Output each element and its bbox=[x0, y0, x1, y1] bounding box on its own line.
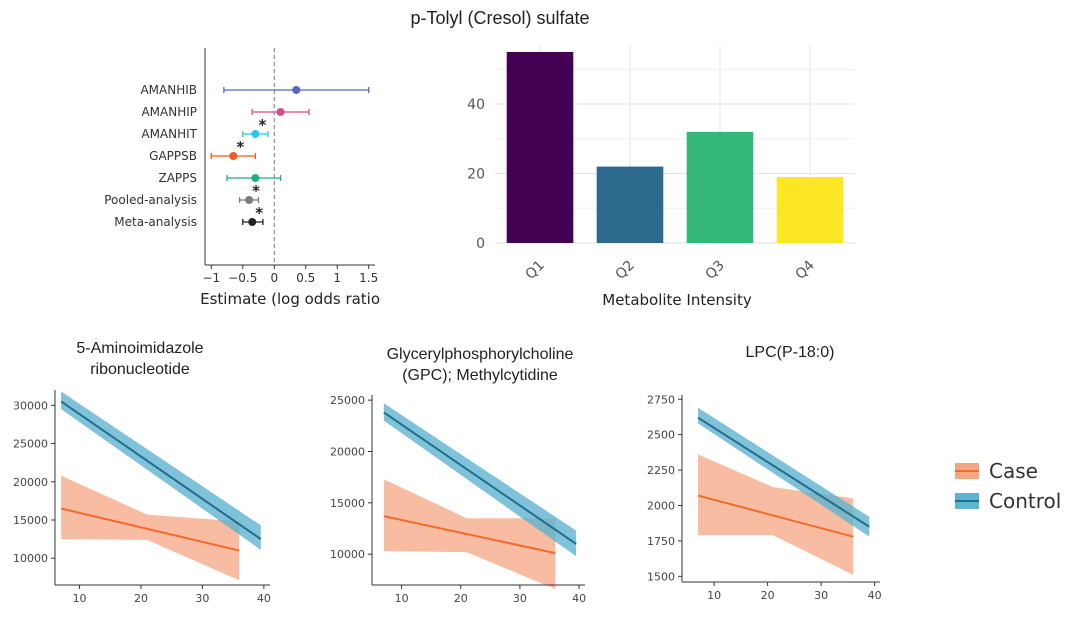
x-tick-label: 0.5 bbox=[296, 271, 315, 285]
row-label: AMANHIT bbox=[141, 127, 197, 141]
x-tick-label: 10 bbox=[395, 592, 409, 605]
bar-q1 bbox=[506, 51, 574, 243]
significance-star: * bbox=[258, 116, 266, 134]
row-label: AMANHIP bbox=[141, 105, 197, 119]
legend-label: Control bbox=[989, 489, 1061, 513]
x-tick-label: 10 bbox=[73, 592, 87, 605]
significance-star: * bbox=[252, 182, 260, 200]
y-tick-label: 2750 bbox=[647, 393, 675, 406]
x-tick-label: 30 bbox=[195, 592, 209, 605]
panel-title-aminoimidazole: 5-Aminoimidazole ribonucleotide bbox=[20, 338, 260, 380]
x-tick-label: 20 bbox=[454, 592, 468, 605]
estimate-point bbox=[229, 152, 238, 160]
estimate-point bbox=[248, 218, 257, 226]
case-confidence-band bbox=[698, 454, 854, 575]
estimate-point bbox=[251, 130, 260, 138]
x-tick-label: Q1 bbox=[522, 257, 547, 282]
y-tick-label: 2250 bbox=[647, 464, 675, 477]
y-tick-label: 1750 bbox=[647, 535, 675, 548]
x-tick-label: 1 bbox=[333, 271, 341, 285]
main-title: p-Tolyl (Cresol) sulfate bbox=[410, 8, 590, 28]
y-tick-label: 2000 bbox=[647, 500, 675, 513]
x-tick-label: Q3 bbox=[702, 257, 727, 282]
y-tick-label: 30000 bbox=[13, 399, 48, 412]
significance-star: * bbox=[255, 204, 263, 222]
x-tick-label: 1.5 bbox=[359, 271, 378, 285]
y-tick-label: 20000 bbox=[13, 476, 48, 489]
row-label: AMANHIB bbox=[140, 83, 197, 97]
bar-q2 bbox=[596, 166, 664, 243]
x-tick-label: Q4 bbox=[792, 257, 817, 282]
x-tick-label: 40 bbox=[257, 592, 271, 605]
forest-plot: −1 −0.5 0 0.5 1 1.5 Estimate (log odds ratio) A… bbox=[104, 48, 380, 308]
legend: Case Control bbox=[955, 459, 1061, 513]
panel-title-gpc: Glycerylphosphorylcholine (GPC); Methylc… bbox=[345, 344, 615, 386]
control-regression-line bbox=[697, 416, 870, 528]
y-tick-label: 40 bbox=[467, 97, 485, 113]
control-regression-line bbox=[383, 411, 577, 545]
line-chart-aminoimidazole: 10000 15000 20000 25000 30000 10 20 30 40 bbox=[13, 390, 271, 605]
y-tick-label: 20 bbox=[467, 167, 485, 183]
case-regression-line bbox=[60, 507, 240, 552]
estimate-point bbox=[245, 196, 254, 204]
y-tick-label: 0 bbox=[476, 236, 485, 252]
y-tick-label: 25000 bbox=[13, 438, 48, 451]
x-tick-label: 30 bbox=[513, 592, 527, 605]
x-tick-label: 10 bbox=[707, 589, 721, 602]
x-tick-label: 40 bbox=[868, 589, 882, 602]
y-tick-label: 10000 bbox=[13, 552, 48, 565]
legend-item-case: Case bbox=[955, 459, 1038, 483]
y-tick-label: 2500 bbox=[647, 429, 675, 442]
y-tick-label: 10000 bbox=[330, 548, 365, 561]
case-regression-line bbox=[697, 494, 854, 538]
estimate-point bbox=[276, 108, 285, 116]
bar-chart: 0 20 40 Q1 Q2 Q3 Q4 Metabolite Intensity bbox=[467, 45, 855, 309]
bar-q3 bbox=[686, 131, 754, 243]
y-tick-label: 25000 bbox=[330, 394, 365, 407]
panel-title-line: ribonucleotide bbox=[90, 361, 190, 378]
y-tick-label: 20000 bbox=[330, 445, 365, 458]
legend-label: Case bbox=[989, 459, 1038, 483]
x-tick-label: 40 bbox=[572, 592, 586, 605]
significance-star: * bbox=[236, 138, 244, 156]
row-label: ZAPPS bbox=[158, 171, 197, 185]
x-axis-label: Metabolite Intensity bbox=[602, 291, 752, 309]
y-tick-label: 15000 bbox=[330, 497, 365, 510]
case-regression-line bbox=[383, 515, 556, 555]
x-tick-label: 30 bbox=[814, 589, 828, 602]
bar-q4 bbox=[776, 177, 844, 243]
estimate-point bbox=[292, 86, 301, 94]
x-tick-label: 0 bbox=[270, 271, 278, 285]
x-tick-label: −1 bbox=[202, 271, 220, 285]
line-chart-gpc: 10000 15000 20000 25000 10 20 30 40 bbox=[330, 394, 586, 605]
x-tick-label: 20 bbox=[134, 592, 148, 605]
x-axis-label: Estimate (log odds ratio) bbox=[200, 290, 380, 308]
x-tick-label: Q2 bbox=[612, 257, 637, 282]
case-confidence-band bbox=[61, 475, 240, 581]
panel-title-line: (GPC); Methylcytidine bbox=[402, 367, 558, 384]
legend-item-control: Control bbox=[955, 489, 1061, 513]
row-label: GAPPSB bbox=[149, 149, 197, 163]
x-tick-label: −0.5 bbox=[228, 271, 257, 285]
control-confidence-band bbox=[383, 403, 577, 557]
estimate-point bbox=[251, 174, 260, 182]
y-tick-label: 1500 bbox=[647, 570, 675, 583]
row-label: Meta-analysis bbox=[114, 215, 197, 229]
y-tick-label: 15000 bbox=[13, 514, 48, 527]
panel-title-line: 5-Aminoimidazole bbox=[76, 340, 204, 357]
row-label: Pooled-analysis bbox=[104, 193, 197, 207]
panel-title-lpc: LPC(P-18:0) bbox=[745, 344, 835, 361]
control-regression-line bbox=[60, 400, 262, 540]
x-tick-label: 20 bbox=[761, 589, 775, 602]
panel-title-line: Glycerylphosphorylcholine bbox=[386, 346, 574, 363]
line-chart-lpc: 1500 1750 2000 2250 2500 2750 10 20 30 40 bbox=[647, 393, 882, 602]
